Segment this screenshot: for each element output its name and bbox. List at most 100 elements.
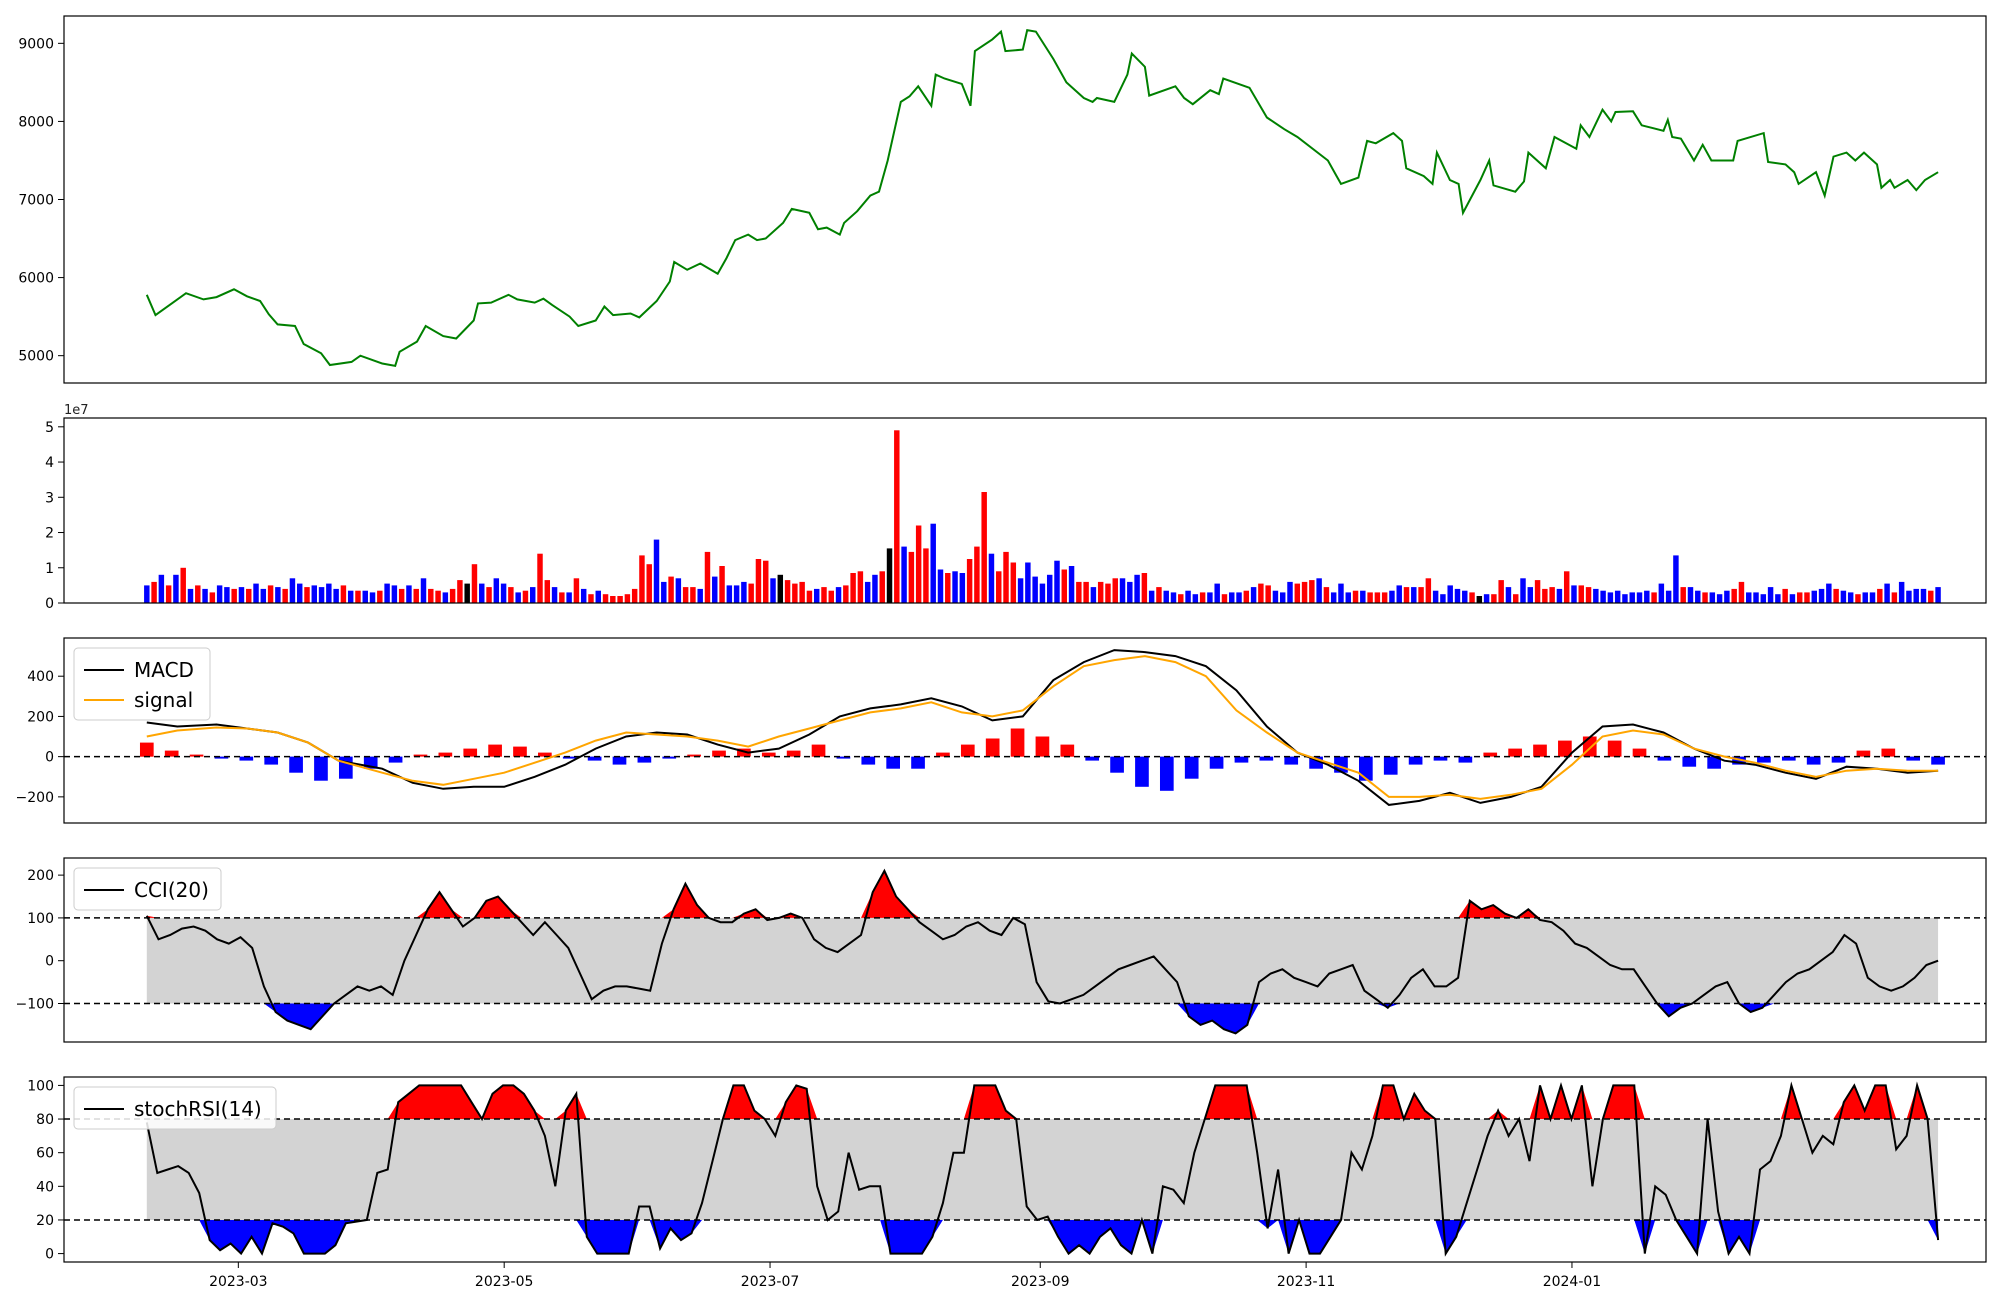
volume-bar xyxy=(1112,578,1118,603)
volume-bar xyxy=(544,580,551,603)
volume-bar xyxy=(406,585,412,603)
volume-bar xyxy=(457,580,463,603)
volume-bar xyxy=(704,551,711,603)
volume-bar xyxy=(1833,588,1839,603)
volume-bar xyxy=(413,588,419,603)
y-tick-label: 0 xyxy=(45,596,54,612)
macd-histogram-bar xyxy=(587,756,602,761)
volume-bar xyxy=(420,578,427,603)
y-tick-label: 0 xyxy=(45,1247,54,1263)
macd-histogram-bar xyxy=(513,746,527,757)
volume-bar xyxy=(1862,592,1868,603)
volume-bar xyxy=(653,539,660,603)
x-tick-label: 2024-01 xyxy=(1543,1274,1602,1290)
volume-bar xyxy=(493,578,500,603)
volume-bar xyxy=(1578,585,1584,603)
macd-histogram-bar xyxy=(761,752,776,757)
macd-histogram-bar xyxy=(936,752,950,757)
y-tick-label: 5000 xyxy=(18,349,54,365)
y-tick-label: 0 xyxy=(45,750,54,766)
volume-bar xyxy=(449,588,456,603)
volume-bar xyxy=(915,525,922,603)
volume-bar xyxy=(1236,592,1242,603)
volume-offset-label: 1e7 xyxy=(64,403,89,418)
volume-bar xyxy=(1636,592,1643,603)
volume-bar xyxy=(1163,590,1169,603)
volume-bar xyxy=(1105,583,1111,603)
volume-bar xyxy=(384,583,390,603)
volume-bar xyxy=(1039,583,1046,603)
volume-bar xyxy=(1906,590,1912,603)
volume-bar xyxy=(879,571,885,603)
volume-bar xyxy=(966,559,973,603)
volume-bar xyxy=(391,585,398,603)
volume-bar xyxy=(1695,590,1701,603)
volume-bar xyxy=(1097,581,1104,603)
volume-bar xyxy=(682,587,689,603)
volume-bar xyxy=(996,571,1002,603)
volume-bar xyxy=(908,551,915,603)
volume-bar xyxy=(1381,592,1388,603)
volume-bar xyxy=(435,590,441,603)
macd-histogram-bar xyxy=(1856,750,1871,757)
volume-bar xyxy=(1119,578,1126,603)
legend-box xyxy=(73,867,222,911)
volume-bar xyxy=(1804,592,1810,603)
macd-histogram-bar xyxy=(1508,748,1522,757)
y-tick-label: 7000 xyxy=(18,193,54,209)
volume-bar xyxy=(246,588,252,603)
macd-histogram-bar xyxy=(1483,752,1498,757)
volume-bar xyxy=(1279,592,1286,603)
y-tick-label: 8000 xyxy=(18,114,54,130)
volume-bar xyxy=(952,571,958,603)
volume-bar xyxy=(165,585,172,603)
volume-bar xyxy=(1716,594,1723,603)
volume-bar xyxy=(872,574,878,603)
volume-bar xyxy=(1520,578,1526,603)
y-tick-label: 400 xyxy=(27,669,54,685)
volume-bar xyxy=(180,567,186,603)
volume-bar xyxy=(1432,590,1439,603)
y-tick-label: 6000 xyxy=(18,271,54,287)
stochrsi-panel: 0 20 40 60 80 100 stochRSI(14) xyxy=(27,1076,1987,1263)
volume-bar xyxy=(763,560,769,603)
volume-bar xyxy=(216,585,223,603)
macd-histogram-bar xyxy=(289,756,303,773)
stochrsi-overbought-fill xyxy=(146,1085,1939,1119)
volume-bar xyxy=(515,592,521,603)
volume-bar xyxy=(362,590,368,603)
price-line xyxy=(145,28,1939,367)
volume-bar xyxy=(1178,594,1184,603)
legend-box xyxy=(73,1086,277,1130)
volume-bar xyxy=(500,583,507,603)
volume-bar xyxy=(195,585,201,603)
volume-bar xyxy=(602,594,609,603)
macd-histogram-bar xyxy=(1234,756,1249,763)
macd-histogram-bar xyxy=(1806,756,1821,765)
y-tick-label: 1 xyxy=(45,561,54,577)
volume-bar xyxy=(1767,587,1774,603)
volume-bar xyxy=(1418,587,1424,603)
volume-bar xyxy=(1527,587,1534,603)
volume-bar xyxy=(748,583,754,603)
volume-bar xyxy=(1542,588,1548,603)
y-tick-label: 3 xyxy=(45,490,54,506)
volume-bar xyxy=(1294,583,1301,603)
volume-bar xyxy=(1920,588,1927,603)
volume-bar xyxy=(1462,590,1468,603)
legend-label: stochRSI(14) xyxy=(134,1097,262,1121)
x-axis: 2023-03 2023-05 2023-07 2023-09 2023-11 2024-… xyxy=(209,1262,1601,1290)
macd-histogram-bar xyxy=(985,738,1000,757)
y-tick-label: 40 xyxy=(36,1179,54,1195)
volume-bar xyxy=(1673,555,1679,603)
volume-bar xyxy=(741,581,747,603)
volume-bar xyxy=(1731,588,1737,603)
y-tick-label: 100 xyxy=(27,911,54,927)
volume-bar xyxy=(639,555,645,603)
volume-bar xyxy=(1374,592,1381,603)
macd-histogram-bar xyxy=(737,748,751,757)
volume-bar xyxy=(1127,581,1133,603)
volume-bar xyxy=(1403,587,1410,603)
volume-bar xyxy=(311,585,318,603)
